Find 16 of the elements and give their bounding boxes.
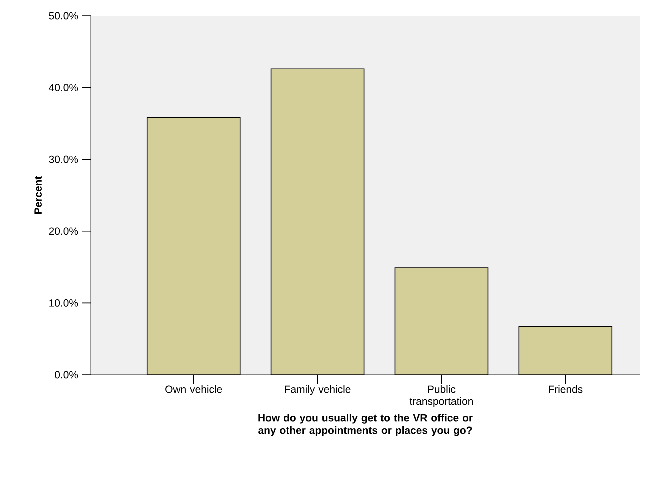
- x-tick-label: Public transportation: [410, 386, 474, 408]
- bar: [518, 326, 613, 375]
- y-tick-label: 20.0%: [49, 228, 78, 236]
- y-tick-label: 40.0%: [49, 84, 78, 92]
- x-axis-title: How do you usually get to the VR office or any other appointments or places you go?: [258, 414, 473, 436]
- x-tick-label: Family vehicle: [285, 386, 351, 396]
- y-axis-title: Percent: [34, 176, 42, 214]
- bar: [394, 268, 489, 375]
- y-tick-label: 10.0%: [50, 299, 78, 307]
- x-tick-label: Own vehicle: [166, 386, 222, 394]
- y-tick-label: 30.0%: [49, 156, 78, 164]
- bar: [146, 118, 241, 375]
- y-tick-label: 50.0%: [49, 12, 78, 20]
- x-tick-label: Friends: [549, 386, 583, 394]
- y-tick-label: 0.0%: [55, 371, 78, 379]
- bar: [270, 68, 365, 375]
